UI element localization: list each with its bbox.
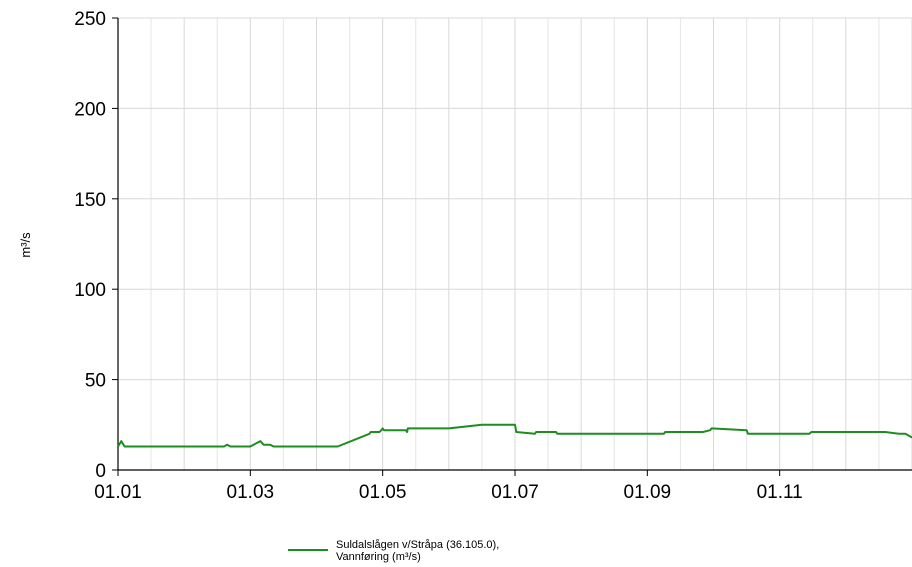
legend-label: Suldalslågen v/Stråpa (36.105.0), Vannfø… <box>336 539 499 563</box>
y-axis-label: m³/s <box>18 232 33 258</box>
legend-label-line-1: Suldalslågen v/Stråpa (36.105.0), <box>336 539 500 551</box>
x-tick-label: 01.07 <box>491 482 539 503</box>
x-tick-label: 01.11 <box>757 482 803 503</box>
grid <box>117 17 912 471</box>
y-tick-label: 250 <box>74 9 106 30</box>
legend: Suldalslågen v/Stråpa (36.105.0), Vannfø… <box>288 539 499 563</box>
y-tick-label: 0 <box>95 461 106 482</box>
legend-label-line-2: Vannføring (m³/s) <box>336 551 421 563</box>
legend-swatch <box>288 549 328 551</box>
y-tick-label: 200 <box>74 99 106 120</box>
series-line <box>117 423 912 448</box>
x-tick-label: 01.01 <box>94 482 142 503</box>
x-tick-label: 01.05 <box>359 482 407 503</box>
axes: 0 50 100 150 200 250 01.01 01.03 01.05 01.07 01.09… <box>74 9 912 503</box>
y-tick-label: 100 <box>74 280 106 301</box>
x-tick-label: 01.09 <box>624 482 672 503</box>
series <box>117 423 912 448</box>
x-tick-label: 01.03 <box>227 482 275 503</box>
y-tick-label: 150 <box>74 190 106 211</box>
y-tick-label: 50 <box>85 371 106 392</box>
